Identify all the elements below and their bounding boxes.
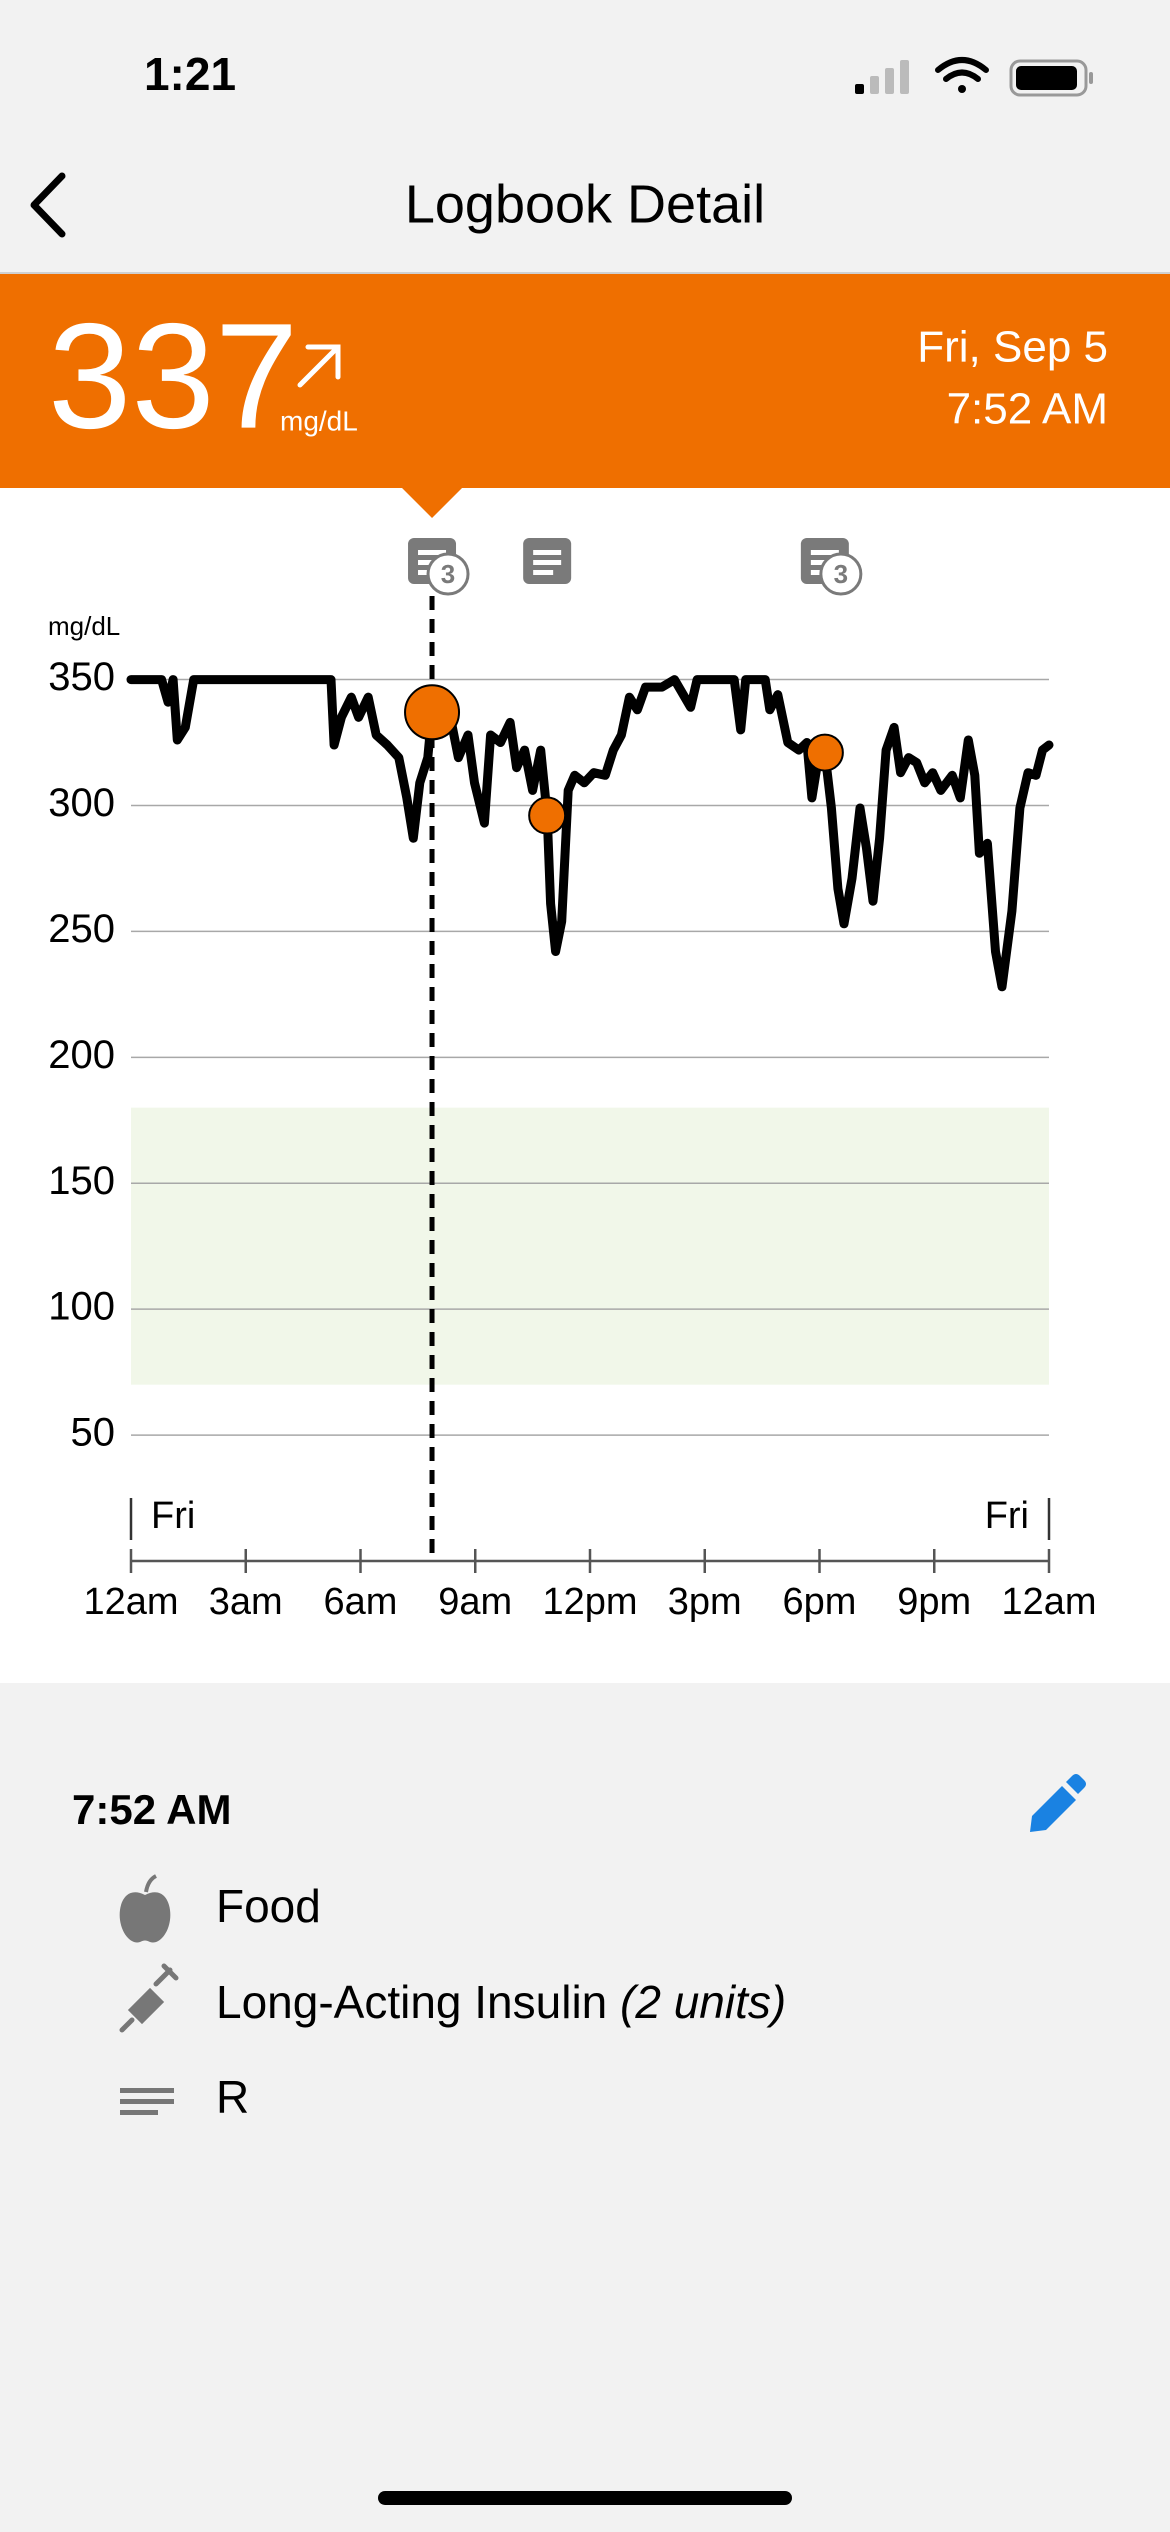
note-icon-line (533, 560, 562, 565)
signal-icon (855, 60, 909, 94)
entry-item: R (216, 2071, 249, 2123)
note-icon-line (418, 550, 447, 555)
note-icon-line (810, 550, 839, 555)
y-tick-label: 300 (48, 781, 115, 825)
y-tick-label: 100 (48, 1285, 115, 1329)
back-button[interactable] (30, 172, 66, 238)
glucose-line (126, 675, 1054, 992)
y-tick-label: 350 (48, 655, 115, 699)
insulin-icon (119, 1963, 179, 2033)
y-tick-label: 250 (48, 907, 115, 951)
y-axis-label: mg/dL (48, 611, 120, 641)
event-marker (528, 796, 567, 835)
y-tick-label: 150 (48, 1159, 115, 1203)
status-time: 1:21 (144, 48, 236, 100)
x-tick-label: 12am (83, 1581, 178, 1623)
reading-date: Fri, Sep 5 (917, 323, 1108, 372)
note-badge-count: 3 (834, 559, 848, 589)
y-tick-label: 50 (71, 1411, 116, 1455)
edit-button[interactable] (1030, 1774, 1086, 1832)
note-icon-line (533, 550, 562, 555)
note-indicator[interactable]: 3 (408, 538, 470, 596)
entry-item: Long-Acting Insulin (2 units) (216, 1976, 786, 2028)
note-badge (819, 552, 863, 596)
reading-unit: mg/dL (280, 405, 358, 436)
x-tick-label: 9am (438, 1581, 512, 1623)
note-indicator[interactable]: 3 (800, 538, 863, 596)
day-label: Fri (985, 1495, 1029, 1537)
top-bar-bg (0, 0, 1170, 274)
note-indicator[interactable] (523, 538, 572, 584)
x-tick-label: 6am (324, 1581, 398, 1623)
x-tick-label: 6pm (783, 1581, 857, 1623)
reading-value: 337 (48, 292, 298, 460)
x-tick-label: 3pm (668, 1581, 742, 1623)
trend-arrow (297, 344, 341, 388)
wifi-icon (935, 57, 989, 93)
home-indicator (378, 2491, 792, 2505)
day-label: Fri (151, 1495, 195, 1537)
x-tick-label: 12am (1001, 1581, 1096, 1623)
screen-title: Logbook Detail (405, 174, 765, 234)
battery-icon (1009, 59, 1093, 97)
x-tick-label: 9pm (897, 1581, 971, 1623)
note-icon-line (533, 570, 554, 575)
y-tick-label: 200 (48, 1033, 115, 1077)
x-tick-label: 12pm (542, 1581, 637, 1623)
selection-pointer (402, 488, 463, 518)
reading-time: 7:52 AM (947, 385, 1108, 434)
entry-item-detail: (2 units) (620, 1976, 786, 2028)
note-icon (120, 2088, 174, 2115)
reading-banner (0, 274, 1170, 488)
food-icon (119, 1874, 171, 1943)
event-marker (404, 684, 461, 741)
divider (0, 272, 1170, 274)
note-badge (426, 552, 470, 596)
entry-item-label: Long-Acting Insulin (216, 1976, 607, 2028)
entry-item: Food (216, 1880, 321, 1932)
x-tick-label: 3am (209, 1581, 283, 1623)
entry-time: 7:52 AM (72, 1786, 232, 1833)
note-badge-count: 3 (441, 559, 455, 589)
target-range (131, 1107, 1049, 1385)
event-marker (805, 733, 844, 772)
